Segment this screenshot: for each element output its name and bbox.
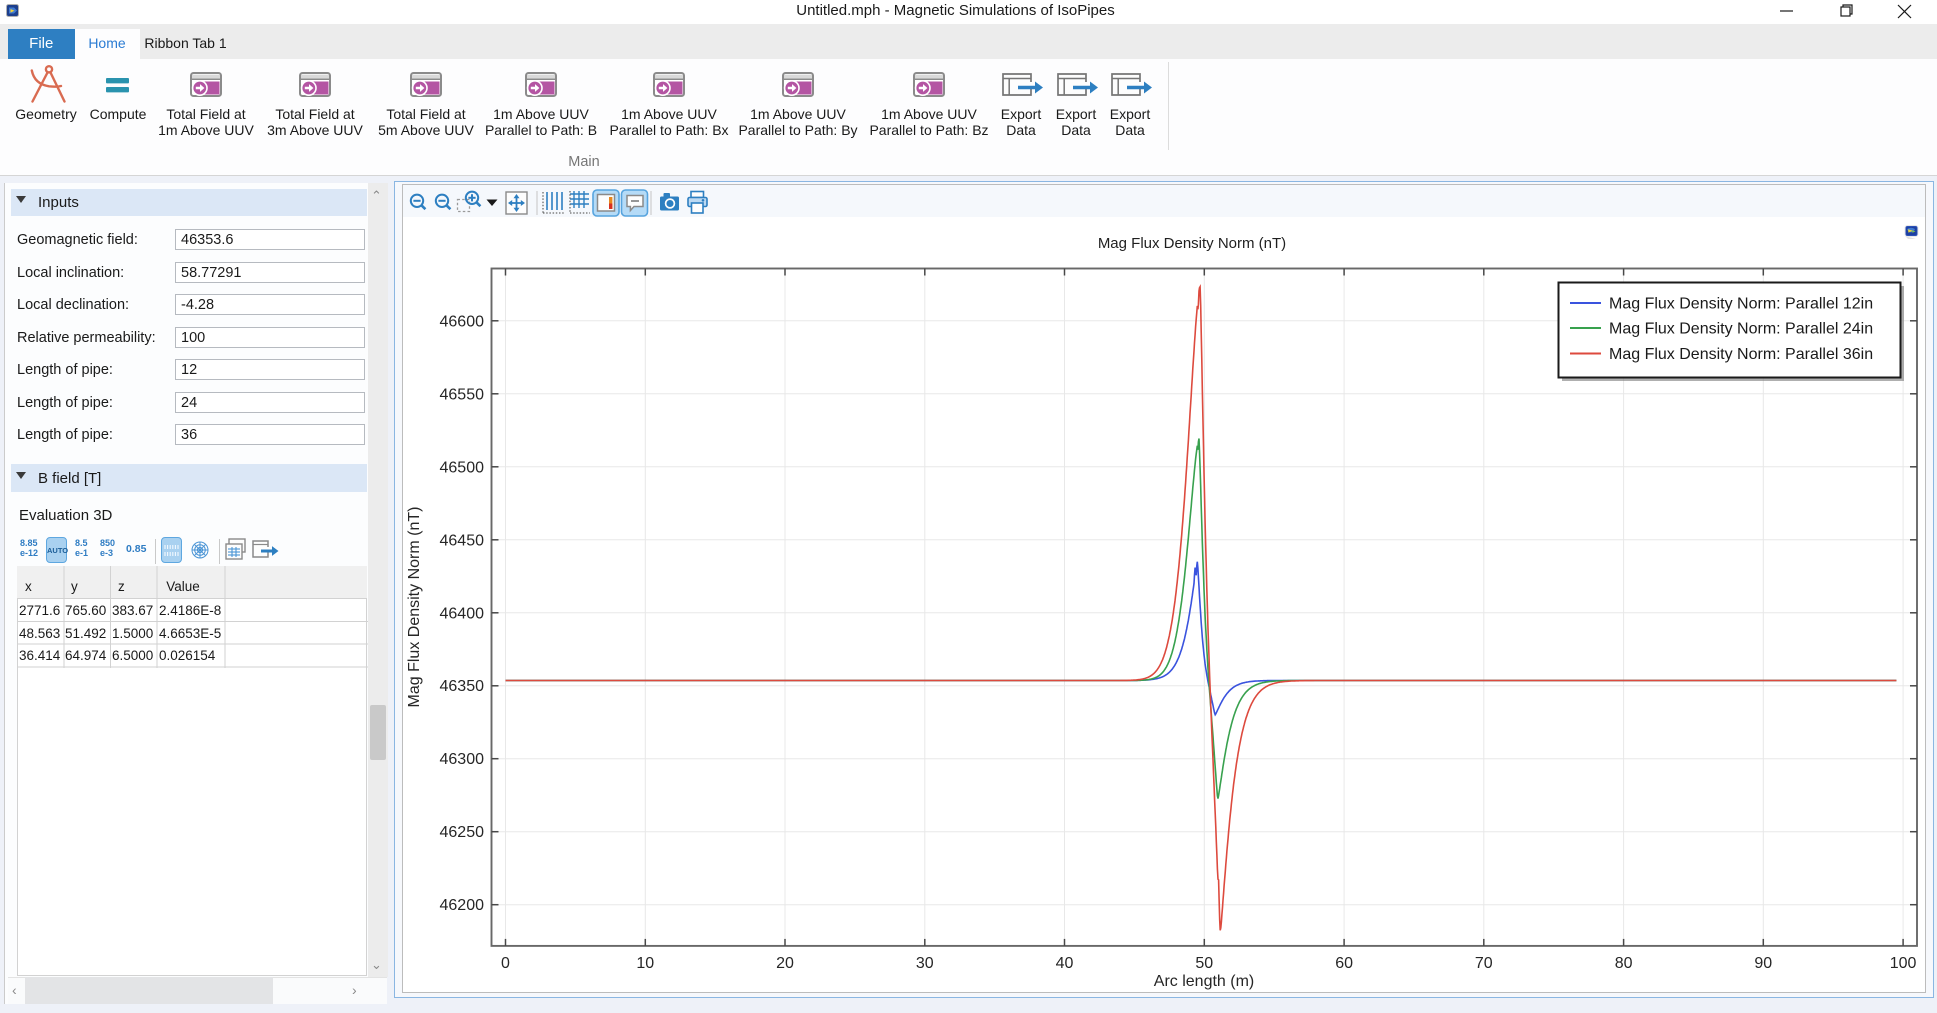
svg-text:50: 50 [1195, 955, 1213, 972]
svg-text:20: 20 [776, 955, 794, 972]
svg-text:60: 60 [1335, 955, 1353, 972]
svg-text:40: 40 [1056, 955, 1074, 972]
svg-text:46300: 46300 [440, 751, 485, 768]
svg-text:Mag Flux Density Norm (nT): Mag Flux Density Norm (nT) [1098, 235, 1286, 252]
svg-text:80: 80 [1615, 955, 1633, 972]
svg-text:Mag Flux Density Norm: Paralle: Mag Flux Density Norm: Parallel 24in [1609, 321, 1873, 338]
svg-text:Mag Flux Density Norm: Paralle: Mag Flux Density Norm: Parallel 12in [1609, 296, 1873, 313]
svg-text:Mag Flux Density Norm (nT): Mag Flux Density Norm (nT) [406, 507, 423, 708]
svg-text:0: 0 [501, 955, 510, 972]
svg-text:10: 10 [636, 955, 654, 972]
svg-text:46450: 46450 [440, 532, 485, 549]
svg-text:Arc length (m): Arc length (m) [1154, 973, 1254, 990]
svg-text:30: 30 [916, 955, 934, 972]
svg-text:46500: 46500 [440, 459, 485, 476]
svg-text:70: 70 [1475, 955, 1493, 972]
svg-text:46550: 46550 [440, 386, 485, 403]
svg-text:100: 100 [1890, 955, 1917, 972]
svg-text:46400: 46400 [440, 605, 485, 622]
svg-text:46350: 46350 [440, 678, 485, 695]
svg-text:90: 90 [1754, 955, 1772, 972]
svg-text:Mag Flux Density Norm: Paralle: Mag Flux Density Norm: Parallel 36in [1609, 346, 1873, 363]
svg-text:46200: 46200 [440, 897, 485, 914]
svg-text:46600: 46600 [440, 313, 485, 330]
svg-text:46250: 46250 [440, 824, 485, 841]
